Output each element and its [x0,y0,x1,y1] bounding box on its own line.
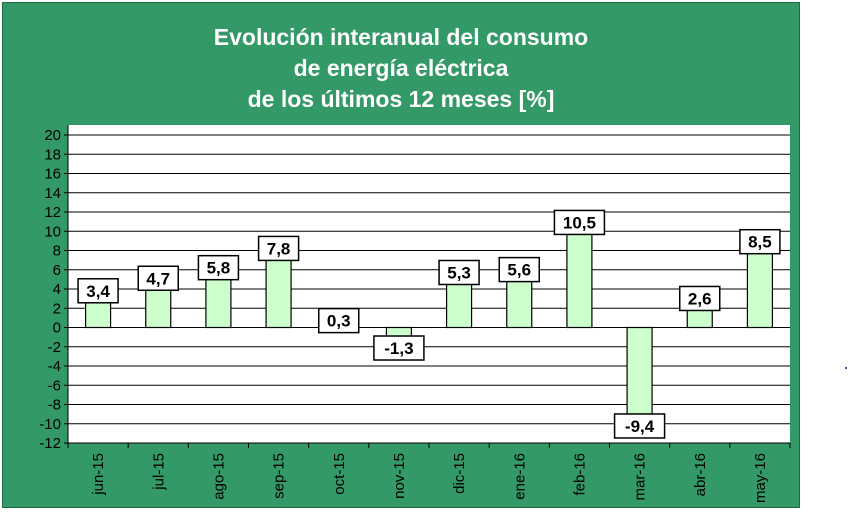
x-tick-label: mar-16 [632,453,649,501]
y-tick-label: 2 [53,300,61,317]
y-tick-label: 14 [44,185,61,202]
bar-feb-16 [566,225,593,329]
data-label: 4,7 [146,269,170,288]
chart-title: Evolución interanual del consumo de ener… [2,22,800,115]
y-tick-label: -12 [39,435,61,452]
y-tick-label: 20 [44,127,61,144]
y-tick-label: 18 [44,146,61,163]
chart-title-line-1: Evolución interanual del consumo [213,24,589,50]
y-tick-label: -2 [48,339,61,356]
x-tick-label: nov-15 [391,453,408,499]
bar-sep-15 [265,251,292,329]
data-label: 10,5 [563,213,596,232]
chart-title-line-2: de energía eléctrica [293,55,509,81]
x-tick-label: abr-16 [692,453,709,496]
data-label: 5,3 [447,263,471,282]
x-tick-label: ago-15 [210,453,227,500]
data-label-box [77,278,119,304]
data-label-box [373,335,425,361]
y-tick-label: 8 [53,243,61,260]
x-tick-label: ene-16 [511,453,528,500]
y-tick-label: -10 [39,416,61,433]
y-tick-label: 0 [53,320,61,337]
y-tick-label: 16 [44,166,61,183]
bar-mar-16 [626,326,653,419]
bar-may-16 [746,245,774,329]
y-tick-label: 12 [44,204,61,221]
data-label-box [318,307,360,334]
data-label-box [739,228,781,255]
data-label-box [613,413,666,439]
data-label-box [137,265,179,292]
data-label: 5,6 [507,261,531,280]
data-label-box [498,256,540,283]
chart-title-line-3: de los últimos 12 meses [%] [247,86,555,112]
x-tick-label: feb-16 [571,453,588,496]
data-label: 7,8 [267,239,291,258]
bar-ago-15 [205,271,232,329]
data-label-box [257,235,300,262]
x-tick-label: sep-15 [271,453,288,499]
data-label: 5,8 [207,259,231,278]
data-label-box [679,285,721,312]
data-label: 3,4 [86,282,110,301]
y-tick-label: 10 [44,223,61,240]
y-tick-label: 4 [53,281,61,298]
data-label-box [197,254,240,281]
data-label-box [553,209,606,236]
y-tick-label: -4 [48,358,61,375]
data-label: -1,3 [384,339,413,358]
bar-ene-16 [506,273,533,329]
x-tick-label: oct-15 [331,453,348,495]
x-tick-label: dic-15 [451,453,468,494]
y-tick-label: 6 [53,262,61,279]
stray-dot [845,367,847,369]
data-label: 2,6 [688,289,712,308]
x-tick-label: jul-15 [150,453,167,491]
x-tick-label: may-16 [752,453,769,503]
data-label: -9,4 [625,417,655,436]
data-label: 8,5 [748,233,772,252]
data-label-box [438,259,480,286]
y-tick-label: -6 [48,377,61,394]
plot-area [68,125,790,443]
data-label: 0,3 [327,312,351,331]
y-tick-label: -8 [48,397,61,414]
x-tick-label: jun-15 [90,453,107,496]
